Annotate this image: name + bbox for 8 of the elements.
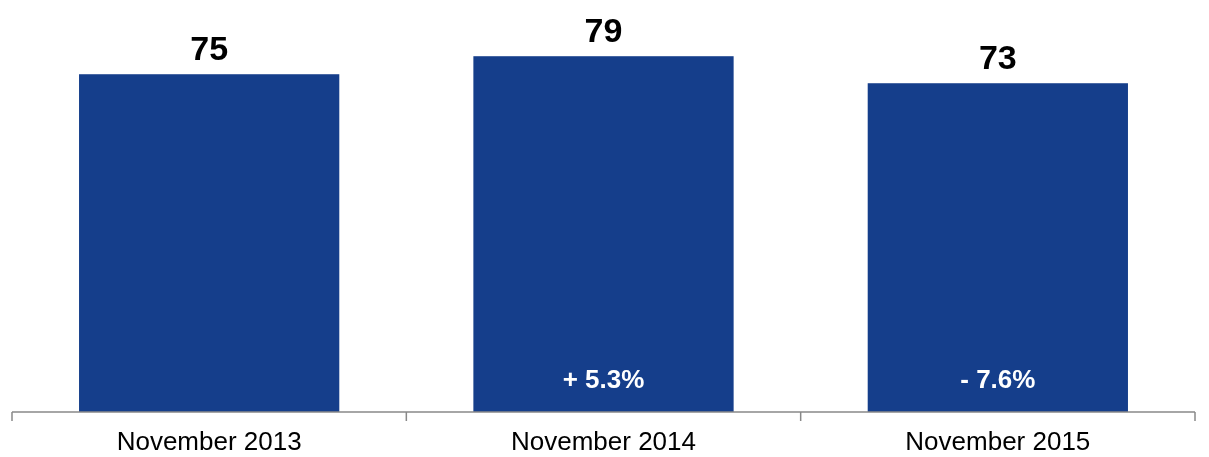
annotation: - 7.6% xyxy=(960,363,1036,394)
data-label: 75 xyxy=(190,29,229,68)
annotation: + 5.3% xyxy=(562,363,645,394)
x-tick-label: November 2015 xyxy=(905,426,1091,456)
x-tick-label: November 2014 xyxy=(511,426,696,456)
data-label: 73 xyxy=(978,38,1017,77)
data-label: 79 xyxy=(584,11,623,50)
x-tick-label: November 2013 xyxy=(116,426,302,456)
